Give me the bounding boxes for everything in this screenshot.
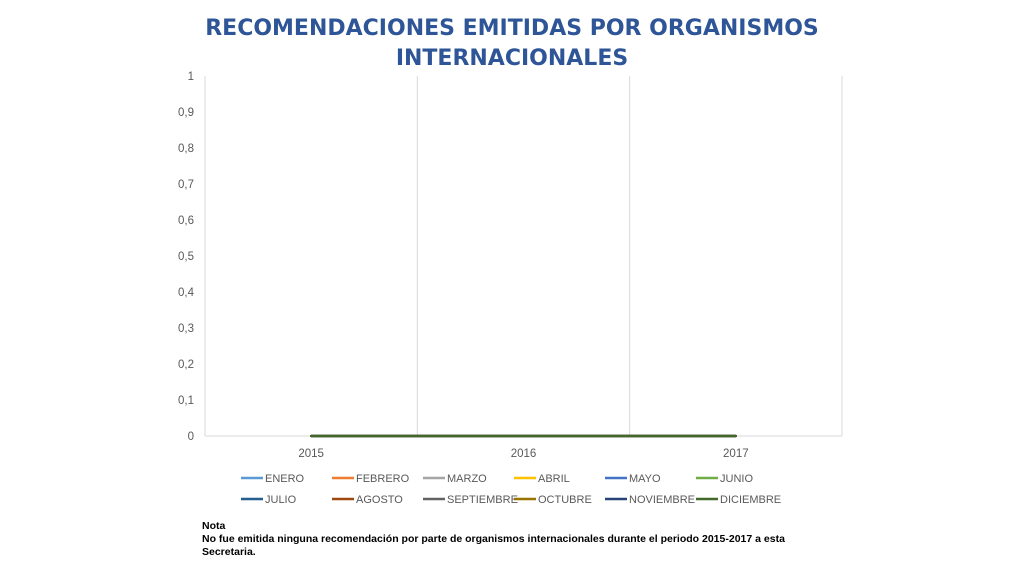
gridlines xyxy=(204,76,843,437)
y-tick-label: 0,1 xyxy=(178,395,194,407)
chart-title-line-1: RECOMENDACIONES EMITIDAS POR ORGANISMOS xyxy=(205,16,819,41)
note: Nota No fue emitida ninguna recomendació… xyxy=(202,520,812,559)
y-tick-label: 1 xyxy=(188,71,194,83)
y-tick-label: 0,2 xyxy=(178,359,194,371)
x-tick-label: 2015 xyxy=(298,448,324,460)
legend-label-septiembre: SEPTIEMBRE xyxy=(447,494,518,506)
y-tick-label: 0,4 xyxy=(178,287,195,299)
legend-label-mayo: MAYO xyxy=(629,473,661,485)
x-axis-ticks: 2015 2016 2017 xyxy=(298,448,748,460)
note-text: No fue emitida ninguna recomendación por… xyxy=(202,533,785,558)
legend-label-octubre: OCTUBRE xyxy=(538,494,592,506)
legend-label-julio: JULIO xyxy=(265,494,297,506)
y-tick-label: 0,7 xyxy=(178,179,194,191)
legend-label-abril: ABRIL xyxy=(538,473,570,485)
chart-title: RECOMENDACIONES EMITIDAS POR ORGANISMOS … xyxy=(0,14,1024,74)
legend-label-agosto: AGOSTO xyxy=(356,494,403,506)
legend: ENERO FEBRERO MARZO ABRIL MAYO JUNIO JULIO AGOS… xyxy=(241,473,781,506)
legend-label-enero: ENERO xyxy=(265,473,305,485)
chart-title-line-2: INTERNACIONALES xyxy=(395,46,629,71)
line-chart: 00,10,20,30,40,50,60,70,80,91 2015 2016 20… xyxy=(178,71,843,506)
legend-label-junio: JUNIO xyxy=(720,473,753,485)
legend-label-diciembre: DICIEMBRE xyxy=(720,494,781,506)
y-axis-ticks: 0 0,1 0,2 0,3 0,4 0,5 0,6 0,7 0,8 0,9 1 xyxy=(178,71,195,443)
x-tick-label: 2017 xyxy=(723,448,749,460)
note-heading: Nota xyxy=(202,520,226,532)
y-tick-label: 0,5 xyxy=(178,251,194,263)
y-tick-label: 0,8 xyxy=(178,143,194,155)
legend-label-noviembre: NOVIEMBRE xyxy=(629,494,695,506)
legend-label-marzo: MARZO xyxy=(447,473,487,485)
y-tick-label: 0,3 xyxy=(178,323,194,335)
legend-label-febrero: FEBRERO xyxy=(356,473,410,485)
x-tick-label: 2016 xyxy=(511,448,537,460)
y-tick-label: 0,6 xyxy=(178,215,194,227)
y-tick-label: 0,9 xyxy=(178,107,194,119)
y-tick-label: 0 xyxy=(188,431,194,443)
